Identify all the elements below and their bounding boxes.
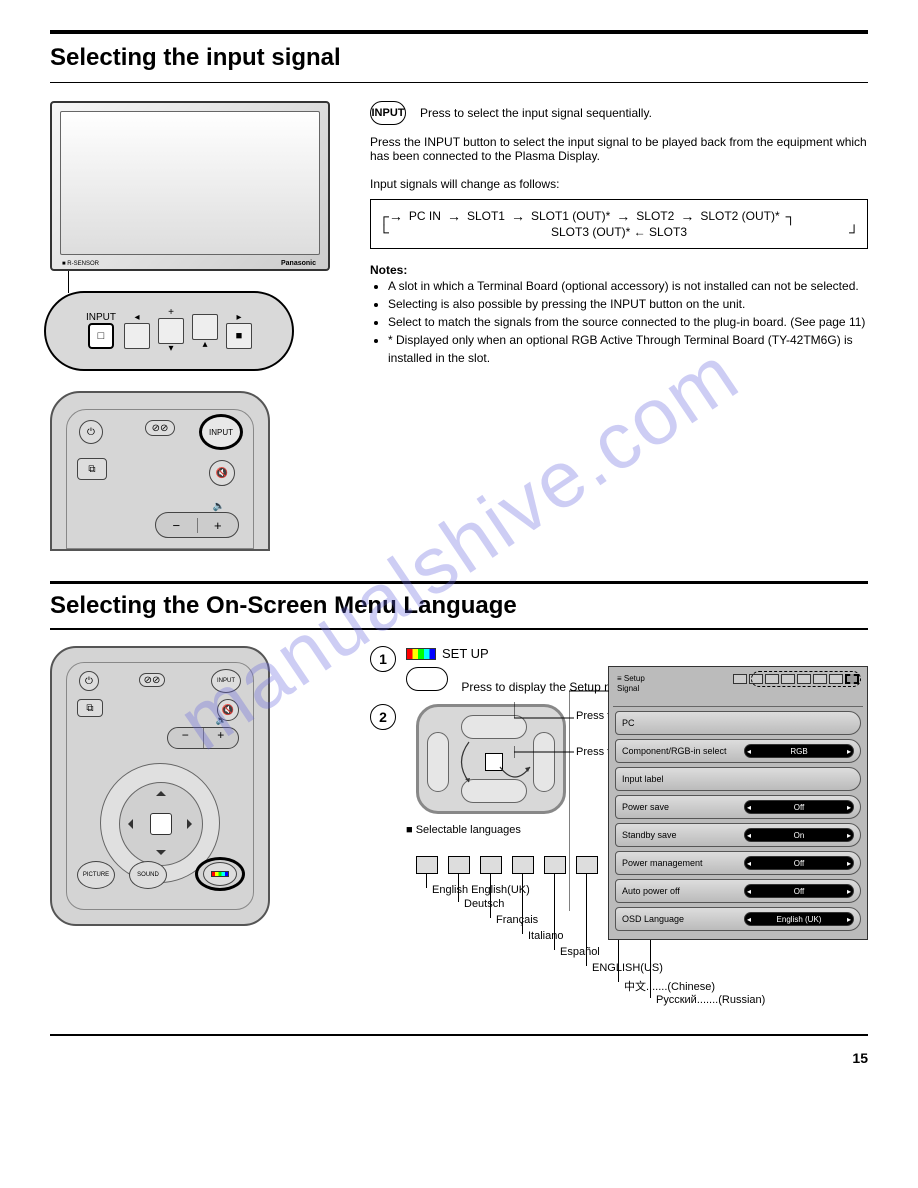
- setup-bars-icon: [406, 648, 436, 660]
- link-icon: ⊘⊘: [145, 420, 175, 436]
- mute-icon: 🔇: [209, 460, 235, 486]
- remote-full-illustration: ⏻ ⊘⊘ INPUT ⧉ 🔇 −+ 🔈 PICTUR: [50, 646, 270, 926]
- front-btn-left: [124, 323, 150, 349]
- lang-5: ENGLISH(US): [592, 962, 663, 974]
- setup-label: SET UP: [442, 646, 489, 661]
- osd-row-6: Auto power offOff: [615, 879, 861, 903]
- lang-block-3: [512, 856, 534, 874]
- lang-4: Español: [560, 946, 600, 958]
- osd-lang-highlight: [751, 671, 861, 687]
- step-2-num: 2: [370, 704, 396, 730]
- note-3: * Displayed only when an optional RGB Ac…: [388, 331, 868, 367]
- rc-volume-rocker: −+: [167, 727, 239, 749]
- step-1-num: 1: [370, 646, 396, 672]
- rule-1: [50, 82, 868, 83]
- rc-link-icon: ⊘⊘: [139, 673, 165, 687]
- osd-panel: ≡ Setup Signal PC Component/RGB-in selec…: [608, 666, 868, 940]
- instr-3: Input signals will change as follows:: [370, 177, 868, 191]
- input-icon-label: INPUT: [370, 101, 406, 125]
- rc-setup-button: [203, 862, 237, 886]
- lang-1: Deutsch: [464, 898, 504, 910]
- instr-2: Press the INPUT button to select the inp…: [370, 135, 868, 163]
- front-btn-enter: ■: [226, 323, 252, 349]
- power-icon: ⏻: [79, 420, 103, 444]
- osd-row-5: Power managementOff: [615, 851, 861, 875]
- speaker-icon-2: 🔈: [216, 715, 227, 726]
- front-btn-minus: [192, 314, 218, 340]
- rc-setup-highlight: [195, 857, 245, 891]
- volume-rocker: −+: [155, 512, 239, 538]
- signal-flow: ┌→ PC IN → SLOT1 → SLOT1 (OUT)* → SLOT2 …: [370, 199, 868, 249]
- instr-1: Press to select the input signal sequent…: [420, 106, 652, 120]
- callout-line: [68, 269, 350, 293]
- connector-line: [569, 681, 609, 921]
- flow-slot2: SLOT2: [636, 209, 674, 223]
- lang-block-0: [416, 856, 438, 874]
- tv-illustration: Panasonic ■ R-SENSOR: [50, 101, 330, 271]
- osd-header-2: Signal: [617, 684, 645, 694]
- lang-7: Русский: [656, 994, 697, 1006]
- divider-bot: [50, 628, 868, 630]
- pip-icon: ⧉: [77, 458, 107, 480]
- flow-slot3: SLOT3: [649, 225, 687, 239]
- osd-row-3: Power saveOff: [615, 795, 861, 819]
- lang-2: Français: [496, 914, 538, 926]
- rc-power-icon: ⏻: [79, 671, 99, 691]
- tv-sensor: ■ R-SENSOR: [62, 261, 99, 267]
- lang-3: Italiano: [528, 930, 563, 942]
- rc-input-button: INPUT: [211, 669, 241, 693]
- osd-row-0: PC: [615, 711, 861, 735]
- tv-brand: Panasonic: [281, 260, 316, 267]
- rc-picture-button: PICTURE: [77, 861, 115, 889]
- lang-block-1: [448, 856, 470, 874]
- lang-block-4: [544, 856, 566, 874]
- note-1: Selecting is also possible by pressing t…: [388, 295, 868, 313]
- section1-title: Selecting the input signal: [50, 44, 868, 72]
- front-input-button: □: [88, 323, 114, 349]
- notes-label: Notes:: [370, 263, 407, 277]
- setup-circle: [406, 667, 448, 691]
- osd-row-2: Input label: [615, 767, 861, 791]
- lang-block-2: [480, 856, 502, 874]
- note-0: A slot in which a Terminal Board (option…: [388, 277, 868, 295]
- section2-title: Selecting the On-Screen Menu Language: [50, 592, 868, 620]
- note-2: Select to match the signals from the sou…: [388, 313, 868, 331]
- front-btn-plus: [158, 318, 184, 344]
- top-rule: [50, 30, 868, 34]
- osd-row-7: OSD LanguageEnglish (UK): [615, 907, 861, 931]
- panel-zoom: INPUT□ ◂ +▾ ▴ ▸■: [44, 291, 294, 371]
- speaker-icon: 🔈: [213, 501, 225, 512]
- page-number: 15: [50, 1050, 868, 1066]
- osd-row-1: Component/RGB-in selectRGB: [615, 739, 861, 763]
- flow-slot1: SLOT1: [467, 209, 505, 223]
- rc-pip-icon: ⧉: [77, 699, 103, 717]
- osd-row-4: Standby saveOn: [615, 823, 861, 847]
- flow-pcin: PC IN: [409, 209, 441, 223]
- bottom-rule: [50, 1034, 868, 1036]
- lang-6: 中文: [624, 981, 646, 993]
- osd-header-1: ≡ Setup: [617, 674, 645, 684]
- divider-top: [50, 581, 868, 584]
- remote-top-illustration: ⏻ ⊘⊘ INPUT ⧉ 🔇 🔈 −+: [50, 391, 270, 551]
- input-button-highlight: INPUT: [199, 414, 243, 450]
- rc-sound-button: SOUND: [129, 861, 167, 889]
